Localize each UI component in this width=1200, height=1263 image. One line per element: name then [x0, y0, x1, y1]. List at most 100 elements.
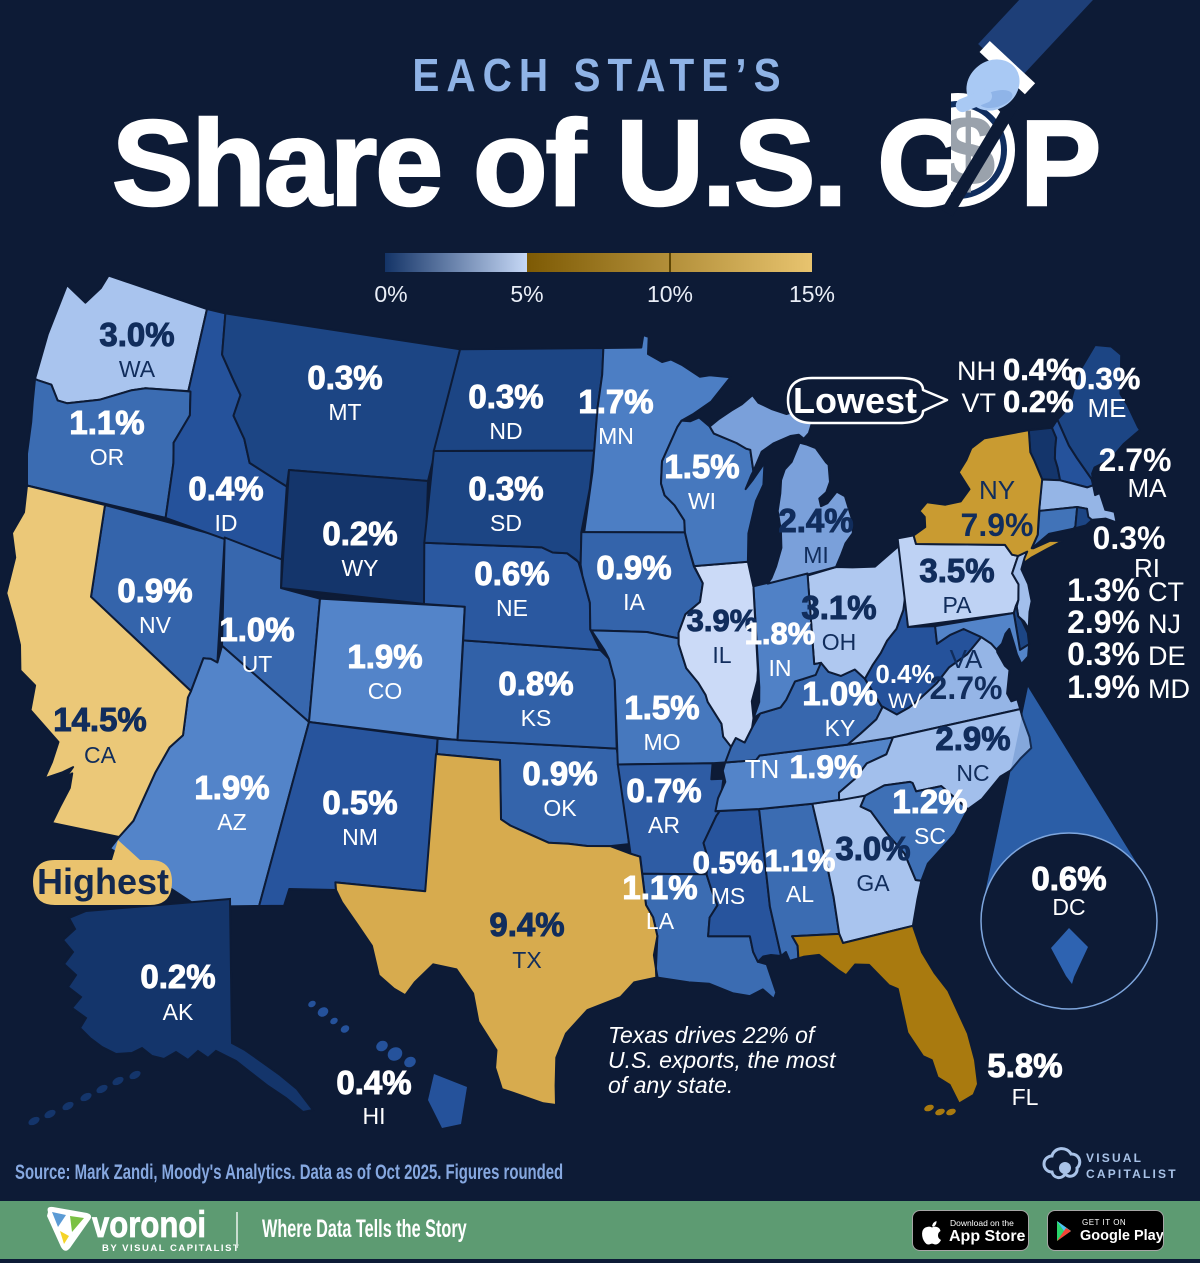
- svg-text:3.5%: 3.5%: [919, 552, 994, 589]
- svg-text:0.3%: 0.3%: [468, 378, 543, 415]
- svg-text:IA: IA: [623, 589, 645, 615]
- svg-text:MA: MA: [1128, 473, 1168, 503]
- svg-text:3.0%: 3.0%: [99, 316, 174, 353]
- svg-text:0.4%: 0.4%: [875, 659, 934, 689]
- svg-text:0.3%: 0.3%: [307, 359, 382, 396]
- svg-text:NM: NM: [342, 824, 378, 850]
- svg-text:WA: WA: [119, 356, 156, 382]
- svg-text:0.2%: 0.2%: [140, 958, 215, 995]
- svg-text:1.1%: 1.1%: [69, 404, 144, 441]
- svg-text:3.9%: 3.9%: [687, 603, 758, 638]
- svg-text:CAPITALIST: CAPITALIST: [1086, 1167, 1178, 1181]
- svg-text:0.9%: 0.9%: [522, 755, 597, 792]
- svg-text:2.9%: 2.9%: [935, 720, 1010, 757]
- svg-text:AK: AK: [163, 999, 194, 1025]
- svg-text:VISUAL: VISUAL: [1086, 1151, 1143, 1165]
- svg-text:0.4%: 0.4%: [1003, 352, 1074, 387]
- svg-text:Lowest: Lowest: [793, 380, 917, 421]
- svg-text:PA: PA: [943, 592, 973, 618]
- svg-text:MN: MN: [598, 423, 634, 449]
- svg-text:1.8%: 1.8%: [745, 616, 816, 651]
- svg-text:0.3%: 0.3%: [1070, 361, 1141, 396]
- svg-text:2.4%: 2.4%: [778, 502, 853, 539]
- svg-text:MS: MS: [711, 883, 746, 909]
- svg-text:OH: OH: [822, 629, 857, 655]
- svg-text:KY: KY: [825, 715, 856, 741]
- svg-text:0.5%: 0.5%: [693, 845, 764, 880]
- svg-text:1.2%: 1.2%: [892, 783, 967, 820]
- svg-text:IL: IL: [712, 642, 731, 668]
- svg-text:Texas drives 22% of: Texas drives 22% of: [608, 1022, 817, 1048]
- svg-text:NJ: NJ: [1148, 609, 1181, 639]
- svg-text:9.4%: 9.4%: [489, 906, 564, 943]
- svg-text:1.5%: 1.5%: [624, 689, 699, 726]
- svg-text:AL: AL: [786, 881, 814, 907]
- svg-text:0.6%: 0.6%: [1031, 860, 1106, 897]
- svg-text:1.0%: 1.0%: [802, 675, 877, 712]
- svg-text:ND: ND: [489, 418, 522, 444]
- svg-text:OR: OR: [90, 444, 125, 470]
- svg-text:1.3%: 1.3%: [1067, 572, 1140, 608]
- svg-text:1.9%: 1.9%: [1067, 669, 1140, 705]
- svg-text:0.3%: 0.3%: [1067, 636, 1140, 672]
- svg-text:3.1%: 3.1%: [801, 589, 876, 626]
- svg-text:WV: WV: [888, 690, 922, 713]
- svg-text:ME: ME: [1088, 393, 1127, 423]
- svg-text:0.4%: 0.4%: [336, 1064, 411, 1101]
- svg-text:0.8%: 0.8%: [498, 665, 573, 702]
- svg-text:MI: MI: [803, 542, 829, 568]
- svg-text:CA: CA: [84, 742, 117, 768]
- svg-text:1.1%: 1.1%: [622, 869, 697, 906]
- svg-text:OK: OK: [543, 795, 577, 821]
- svg-text:NH: NH: [957, 356, 996, 386]
- svg-text:GA: GA: [856, 870, 890, 896]
- svg-text:LA: LA: [646, 908, 675, 934]
- svg-text:0.4%: 0.4%: [188, 470, 263, 507]
- svg-text:0.2%: 0.2%: [1003, 384, 1074, 419]
- svg-text:2.7%: 2.7%: [930, 670, 1003, 706]
- svg-text:0.2%: 0.2%: [322, 515, 397, 552]
- svg-text:1.5%: 1.5%: [664, 448, 739, 485]
- svg-text:ID: ID: [215, 510, 238, 536]
- svg-text:KS: KS: [521, 705, 552, 731]
- svg-text:AR: AR: [648, 812, 680, 838]
- svg-text:1.9%: 1.9%: [790, 749, 863, 785]
- svg-text:0.9%: 0.9%: [596, 549, 671, 586]
- svg-text:VA: VA: [950, 644, 983, 674]
- svg-text:SD: SD: [490, 510, 522, 536]
- svg-text:NE: NE: [496, 595, 528, 621]
- svg-text:MD: MD: [1148, 674, 1190, 704]
- svg-text:1.9%: 1.9%: [347, 638, 422, 675]
- svg-text:1.1%: 1.1%: [765, 843, 836, 878]
- svg-text:0.5%: 0.5%: [322, 784, 397, 821]
- svg-text:DE: DE: [1148, 641, 1186, 671]
- svg-text:0.9%: 0.9%: [117, 572, 192, 609]
- svg-text:0.3%: 0.3%: [1093, 520, 1166, 556]
- svg-text:CT: CT: [1148, 577, 1184, 607]
- svg-text:WI: WI: [688, 488, 716, 514]
- svg-text:NV: NV: [139, 612, 172, 638]
- svg-text:0.7%: 0.7%: [626, 772, 701, 809]
- svg-text:NY: NY: [979, 475, 1015, 505]
- svg-text:Highest: Highest: [37, 861, 169, 902]
- svg-text:FL: FL: [1012, 1084, 1039, 1110]
- svg-text:AZ: AZ: [217, 809, 246, 835]
- svg-text:RI: RI: [1134, 553, 1160, 583]
- svg-text:1.0%: 1.0%: [219, 611, 294, 648]
- svg-text:HI: HI: [363, 1103, 386, 1129]
- svg-text:NC: NC: [956, 760, 989, 786]
- svg-text:0.6%: 0.6%: [474, 555, 549, 592]
- svg-text:MT: MT: [328, 399, 361, 425]
- svg-text:CO: CO: [368, 678, 403, 704]
- svg-text:U.S. exports, the most: U.S. exports, the most: [608, 1047, 837, 1073]
- svg-text:7.9%: 7.9%: [961, 507, 1034, 543]
- svg-text:MO: MO: [643, 729, 680, 755]
- svg-text:of any state.: of any state.: [608, 1072, 733, 1098]
- svg-text:WY: WY: [341, 555, 378, 581]
- svg-text:UT: UT: [242, 651, 273, 677]
- svg-text:3.0%: 3.0%: [835, 830, 910, 867]
- svg-text:0.3%: 0.3%: [468, 470, 543, 507]
- svg-text:14.5%: 14.5%: [53, 701, 147, 738]
- svg-text:2.9%: 2.9%: [1067, 604, 1140, 640]
- svg-text:2.7%: 2.7%: [1099, 442, 1172, 478]
